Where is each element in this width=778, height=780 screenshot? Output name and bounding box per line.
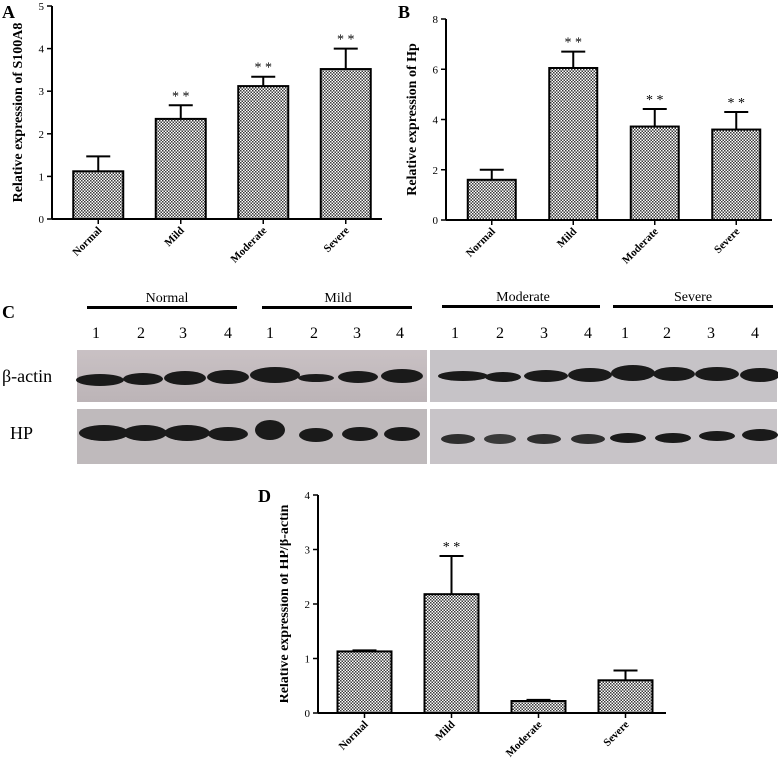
blot-group-label: Moderate [496, 290, 550, 305]
panel-letter-b: B [398, 2, 411, 22]
x-tick-label: Severe [712, 226, 742, 256]
x-tick-label: Moderate [504, 719, 545, 760]
lane-number: 3 [707, 325, 715, 342]
y-axis-label: Relative expression of HP/β-actin [280, 504, 292, 703]
lane-number: 2 [663, 325, 671, 342]
lane-number: 3 [540, 325, 548, 342]
lane-number: 4 [396, 325, 404, 342]
bar [466, 178, 517, 222]
lane-number: 1 [451, 325, 459, 342]
lane-number: 2 [310, 325, 318, 342]
panel-letter-c: C [2, 302, 15, 322]
significance-label: * * [337, 33, 355, 48]
chart-d: 0 1 2 3 4 Relative expression of HP/β-actin No… [280, 490, 666, 760]
y-tick-label: 3 [39, 86, 45, 98]
lane-number: 3 [353, 325, 361, 342]
x-tick-label: Normal [70, 225, 104, 259]
blot-row-label-beta-actin: β-actin [2, 366, 52, 386]
y-tick-label: 4 [433, 115, 439, 127]
y-tick-label: 1 [305, 654, 311, 666]
bar [237, 85, 290, 220]
bar [423, 593, 480, 714]
significance-label: * * [172, 89, 190, 104]
y-tick-label: 1 [39, 171, 45, 183]
y-tick-label: 2 [39, 129, 45, 141]
chart-b: 0 2 4 6 8 Relative expression of Hp Normal * * M… [405, 14, 772, 267]
y-axis-label: Relative expression of S100A8 [11, 23, 26, 203]
panel-letter-d: D [258, 486, 271, 506]
lane-number: 3 [179, 325, 187, 342]
y-tick-label: 2 [433, 165, 439, 177]
western-blot: Normal Mild Moderate Severe 1 2 3 4 1 2 … [2, 290, 778, 464]
lane-number: 4 [751, 325, 759, 342]
blot-group-label: Mild [324, 291, 351, 306]
y-tick-label: 0 [39, 214, 45, 226]
significance-label: * * [646, 93, 664, 108]
significance-label: * * [443, 540, 461, 555]
lane-number: 4 [584, 325, 592, 342]
beta-actin-bands [76, 365, 778, 386]
x-tick-label: Mild [555, 226, 579, 250]
panel-letter-a: A [2, 2, 15, 22]
bar [72, 170, 125, 220]
lane-number: 2 [496, 325, 504, 342]
x-tick-label: Normal [337, 719, 371, 753]
chart-a: 0 1 2 3 4 5 Relative expression of S100A8 Norma… [11, 1, 382, 266]
bar [510, 700, 567, 714]
bar [336, 650, 393, 714]
significance-label: * * [728, 96, 746, 111]
lane-number: 4 [224, 325, 232, 342]
lane-number: 1 [621, 325, 629, 342]
blot-group-label: Normal [146, 291, 189, 306]
hp-bands [79, 420, 778, 444]
y-tick-label: 4 [305, 490, 311, 502]
x-tick-label: Severe [321, 225, 351, 255]
y-tick-label: 3 [305, 545, 311, 557]
y-axis-label: Relative expression of Hp [405, 43, 420, 196]
bar [154, 117, 207, 220]
y-tick-label: 2 [305, 599, 311, 611]
x-tick-label: Moderate [620, 226, 661, 267]
lane-number: 1 [266, 325, 274, 342]
blot-group-label: Severe [674, 290, 712, 305]
significance-label: * * [255, 61, 273, 76]
lane-number: 1 [92, 325, 100, 342]
x-tick-label: Moderate [228, 225, 269, 266]
bar [597, 679, 654, 715]
blot-row-label-hp: HP [10, 423, 33, 443]
y-tick-label: 0 [433, 215, 439, 227]
y-tick-label: 8 [433, 14, 439, 26]
x-tick-label: Normal [464, 226, 498, 260]
bar [319, 68, 372, 220]
y-tick-label: 4 [39, 44, 45, 56]
x-tick-label: Severe [601, 719, 631, 749]
y-tick-label: 0 [305, 708, 311, 720]
bar [711, 128, 762, 221]
bar [548, 66, 599, 222]
x-tick-label: Mild [162, 225, 186, 249]
x-tick-label: Mild [433, 719, 457, 743]
y-tick-label: 5 [39, 1, 45, 13]
significance-label: * * [565, 36, 583, 51]
lane-number: 2 [137, 325, 145, 342]
bar [629, 125, 680, 221]
y-tick-label: 6 [433, 64, 439, 76]
group-underlines [87, 305, 773, 309]
